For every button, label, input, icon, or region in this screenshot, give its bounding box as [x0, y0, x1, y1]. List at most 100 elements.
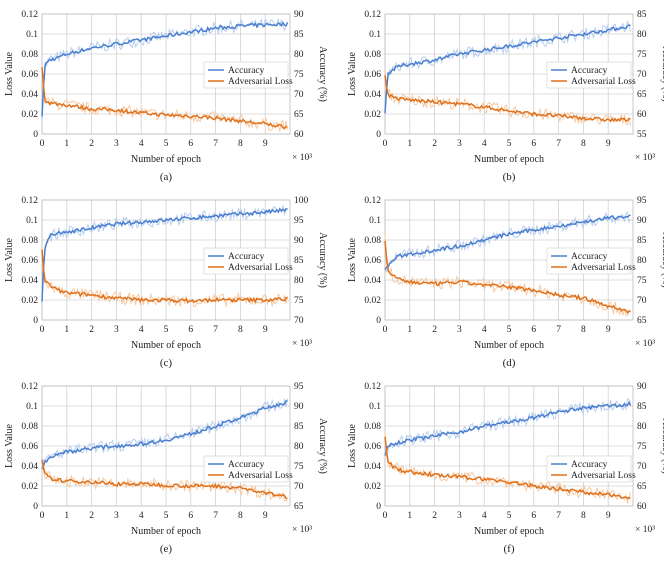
panel-caption: (c)	[160, 357, 173, 369]
x-tick-label: 2	[89, 325, 94, 335]
y-tick-label: 0	[376, 502, 381, 512]
legend-label: Accuracy	[571, 460, 608, 470]
x-tick-label: 4	[139, 325, 144, 335]
y2-tick-label: 75	[637, 442, 647, 452]
x-tick-label: 0	[383, 139, 388, 149]
x-multiplier-label: × 10³	[292, 525, 312, 535]
y2-tick-label: 95	[294, 216, 304, 226]
x-tick-label: 5	[507, 511, 512, 521]
x-tick-label: 1	[407, 511, 412, 521]
y2-tick-label: 90	[294, 10, 304, 20]
y-tick-label: 0.12	[364, 382, 381, 392]
y-tick-label: 0.06	[21, 70, 38, 80]
x-tick-label: 4	[139, 139, 144, 149]
y-tick-label: 0.06	[364, 70, 381, 80]
y2-tick-label: 85	[294, 256, 304, 266]
x-tick-label: 6	[188, 325, 193, 335]
y2-tick-label: 65	[294, 110, 304, 120]
y2-tick-label: 90	[637, 382, 647, 392]
x-tick-label: 0	[40, 511, 45, 521]
y2-tick-label: 80	[637, 422, 647, 432]
x-tick-label: 5	[507, 139, 512, 149]
legend-label: Adversarial Loss	[571, 471, 636, 481]
accuracy-series-line	[41, 21, 289, 117]
y2-tick-label: 60	[637, 110, 647, 120]
x-tick-label: 1	[64, 325, 69, 335]
y-tick-label: 0.06	[364, 442, 381, 452]
panel-caption: (d)	[503, 357, 516, 369]
x-multiplier-label: × 10³	[635, 153, 655, 163]
y-tick-label: 0.1	[26, 216, 38, 226]
x-tick-label: 8	[581, 139, 586, 149]
y2-axis-label: Accuracy (%)	[660, 232, 664, 288]
y2-tick-label: 100	[294, 196, 309, 206]
loss-series-line	[384, 436, 631, 500]
accuracy-raw-line	[384, 397, 631, 454]
x-multiplier-label: × 10³	[292, 153, 312, 163]
x-tick-label: 0	[40, 139, 45, 149]
y2-tick-label: 90	[637, 216, 647, 226]
plot-frame	[41, 199, 291, 321]
x-tick-label: 3	[114, 139, 119, 149]
y-tick-label: 0	[33, 130, 38, 140]
x-axis-label: Number of epoch	[474, 526, 544, 537]
y-tick-label: 0.12	[364, 10, 381, 20]
loss-raw-line	[384, 235, 631, 317]
x-tick-label: 5	[164, 139, 169, 149]
y2-tick-label: 70	[637, 70, 647, 80]
y-tick-label: 0.02	[21, 110, 38, 120]
y2-tick-label: 75	[294, 462, 304, 472]
x-tick-label: 5	[507, 325, 512, 335]
x-tick-label: 8	[238, 511, 243, 521]
x-tick-label: 3	[457, 511, 462, 521]
x-tick-label: 4	[482, 325, 487, 335]
y2-tick-label: 80	[294, 442, 304, 452]
legend-label: Accuracy	[571, 66, 608, 76]
x-tick-label: 2	[89, 139, 94, 149]
y-tick-label: 0.08	[21, 50, 38, 60]
y2-tick-label: 75	[294, 70, 304, 80]
plot-frame	[384, 385, 634, 507]
y-tick-label: 0	[376, 316, 381, 326]
x-tick-label: 9	[606, 139, 611, 149]
y2-axis-label: Accuracy (%)	[317, 232, 328, 288]
x-tick-label: 8	[238, 325, 243, 335]
y-tick-label: 0.12	[21, 196, 38, 206]
y-tick-label: 0.04	[21, 90, 38, 100]
y2-tick-label: 85	[637, 236, 647, 246]
x-tick-label: 3	[114, 511, 119, 521]
x-tick-label: 8	[238, 139, 243, 149]
y-tick-label: 0.02	[364, 482, 381, 492]
panel-caption: (a)	[160, 171, 173, 183]
legend-label: Accuracy	[571, 252, 608, 262]
y2-tick-label: 55	[637, 130, 647, 140]
y-tick-label: 0.04	[364, 276, 381, 286]
y2-tick-label: 85	[294, 30, 304, 40]
x-tick-label: 1	[64, 139, 69, 149]
x-tick-label: 8	[581, 325, 586, 335]
x-tick-label: 7	[213, 139, 218, 149]
x-multiplier-label: × 10³	[635, 339, 655, 349]
y-tick-label: 0.06	[21, 442, 38, 452]
legend-label: Adversarial Loss	[571, 263, 636, 273]
x-tick-label: 2	[432, 511, 437, 521]
y-tick-label: 0.08	[364, 50, 381, 60]
x-tick-label: 8	[581, 511, 586, 521]
accuracy-raw-line	[41, 205, 288, 301]
legend-box	[203, 247, 289, 275]
y-tick-label: 0.08	[21, 422, 38, 432]
y-tick-label: 0.1	[369, 402, 381, 412]
y-tick-label: 0.06	[364, 256, 381, 266]
x-tick-label: 3	[457, 325, 462, 335]
x-tick-label: 4	[482, 511, 487, 521]
panel-caption: (b)	[503, 171, 516, 183]
x-tick-label: 9	[263, 325, 268, 335]
x-tick-label: 3	[457, 139, 462, 149]
y2-tick-label: 75	[637, 50, 647, 60]
loss-series-line	[384, 240, 631, 314]
plot-frame	[41, 385, 291, 507]
legend-label: Accuracy	[228, 66, 265, 76]
y2-tick-label: 65	[637, 316, 647, 326]
